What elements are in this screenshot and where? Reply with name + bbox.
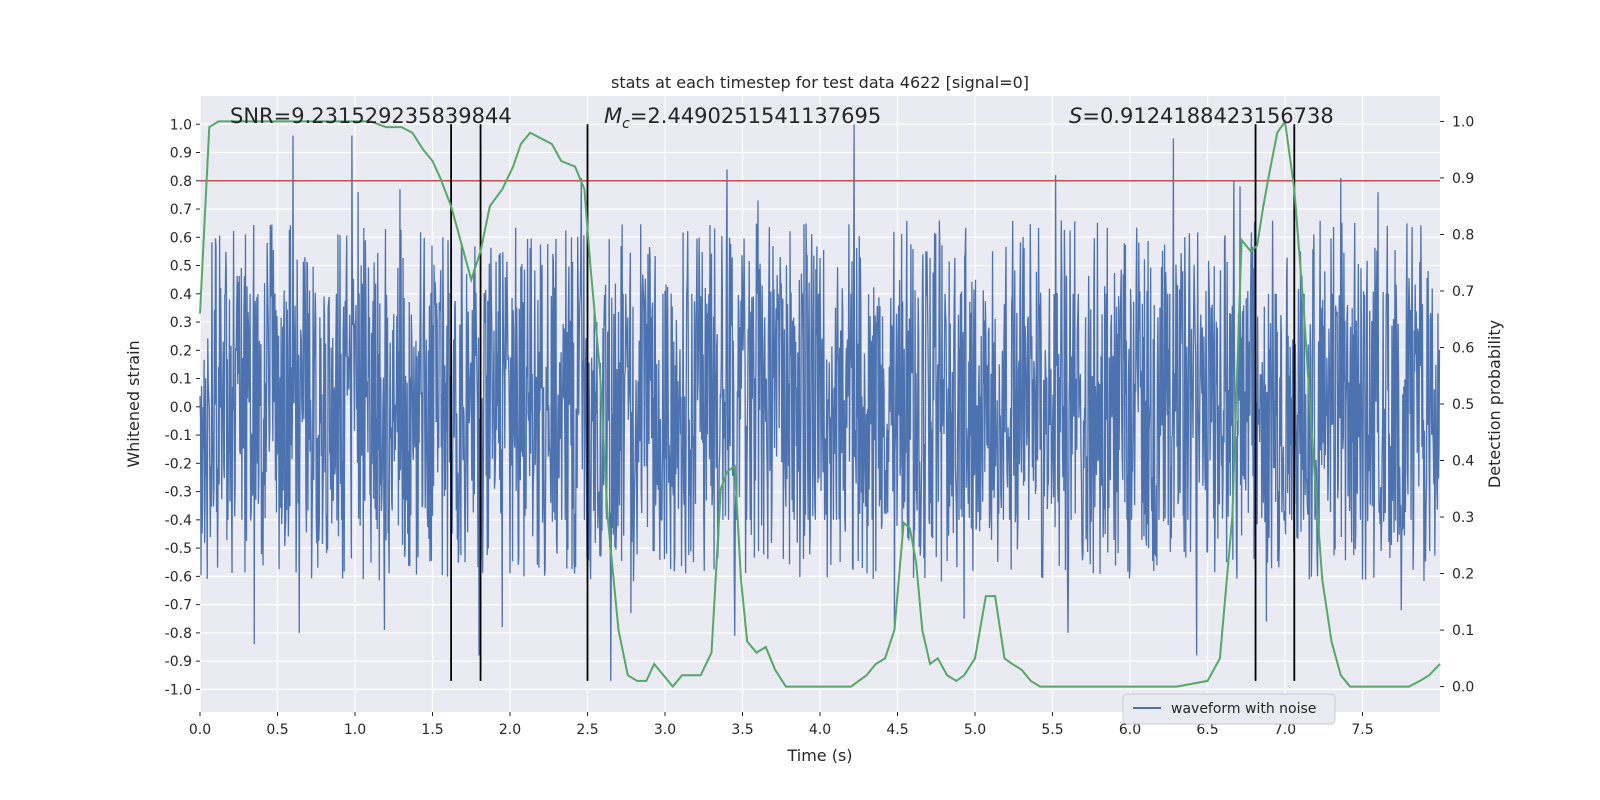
significance-annotation: S=0.9124188423156738 <box>1069 104 1334 128</box>
vertical-markers <box>450 124 1296 681</box>
x-tick-label: 2.0 <box>499 722 521 738</box>
y-tick-label: 0.8 <box>170 174 192 190</box>
y-axis-label: Whitened strain <box>124 340 143 467</box>
y-tick-label: 0.1 <box>170 372 192 388</box>
x-tick-label: 0.0 <box>189 722 211 738</box>
chart-title: stats at each timestep for test data 462… <box>611 73 1029 92</box>
y2-tick-label: 0.1 <box>1452 623 1474 639</box>
y-tick-label: 0.7 <box>170 202 192 218</box>
y-tick-label: 0.9 <box>170 146 192 162</box>
chirp-mass-subscript: c <box>622 116 630 132</box>
probability-series <box>199 118 1441 689</box>
y-tick-label: 0.0 <box>170 400 192 416</box>
x-tick-label: 7.5 <box>1351 722 1373 738</box>
y-tick-label: -0.8 <box>165 626 192 642</box>
y-tick-label: -0.6 <box>165 569 192 585</box>
x-tick-label: 4.5 <box>886 722 908 738</box>
y-tick-label: -0.9 <box>165 654 192 670</box>
y2-tick-label: 0.2 <box>1452 567 1474 583</box>
x-ticks: 0.0 0.5 1.0 1.5 2.0 2.5 3.0 3.5 4.0 4.5 5.0 5.5 6.0 6… <box>189 712 1374 738</box>
y-tick-label: -0.3 <box>165 485 192 501</box>
left-y-ticks: 1.0 0.9 0.8 0.7 0.6 0.5 0.4 0.3 0.2 0.1 0.0 -0.1 -0.… <box>165 117 200 698</box>
snr-annotation: SNR=9.231529235839844 <box>230 104 512 128</box>
x-axis-label: Time (s) <box>786 746 852 765</box>
x-tick-label: 6.5 <box>1196 722 1218 738</box>
y2-tick-label: 0.4 <box>1452 454 1474 470</box>
significance-value: =0.9124188423156738 <box>1082 104 1333 128</box>
y2-axis-label: Detection probability <box>1485 320 1504 488</box>
y-tick-label: -0.7 <box>165 598 192 614</box>
x-tick-label: 0.5 <box>266 722 288 738</box>
y-tick-label: 0.5 <box>170 259 192 275</box>
y-tick-label: -0.2 <box>165 456 192 472</box>
x-tick-label: 5.0 <box>964 722 986 738</box>
y-tick-label: -1.0 <box>165 682 192 698</box>
x-tick-label: 3.5 <box>731 722 753 738</box>
y-tick-label: 1.0 <box>170 117 192 133</box>
legend: waveform with noise <box>1122 693 1336 725</box>
x-tick-label: 1.5 <box>421 722 443 738</box>
y-tick-label: -0.4 <box>165 513 192 529</box>
y2-tick-label: 0.3 <box>1452 510 1474 526</box>
chirp-mass-value: =2.4490251541137695 <box>630 104 881 128</box>
x-tick-label: 3.0 <box>654 722 676 738</box>
y2-tick-label: 0.5 <box>1452 397 1474 413</box>
x-tick-label: 4.0 <box>809 722 831 738</box>
y2-tick-label: 0.0 <box>1452 680 1474 696</box>
significance-symbol: S <box>1069 104 1082 128</box>
y-tick-label: 0.4 <box>170 287 192 303</box>
x-tick-label: 1.0 <box>344 722 366 738</box>
y-tick-label: 0.6 <box>170 230 192 246</box>
y-tick-label: 0.3 <box>170 315 192 331</box>
x-tick-label: 2.5 <box>576 722 598 738</box>
y-tick-label: -0.5 <box>165 541 192 557</box>
y-tick-label: 0.2 <box>170 343 192 359</box>
y2-tick-label: 0.9 <box>1452 171 1474 187</box>
y2-tick-label: 1.0 <box>1452 114 1474 130</box>
chirp-mass-symbol: M <box>604 104 622 128</box>
x-tick-label: 7.0 <box>1274 722 1296 738</box>
legend-box <box>1122 693 1336 725</box>
y2-tick-label: 0.7 <box>1452 284 1474 300</box>
chirp-mass-annotation: Mc=2.4490251541137695 <box>604 104 881 132</box>
y2-tick-label: 0.6 <box>1452 340 1474 356</box>
x-tick-label: 6.0 <box>1119 722 1141 738</box>
y2-tick-label: 0.8 <box>1452 227 1474 243</box>
right-y-ticks: 0.0 0.1 0.2 0.3 0.4 0.5 0.6 0.7 0.8 0.9 1.0 <box>1440 114 1474 696</box>
x-tick-label: 5.5 <box>1041 722 1063 738</box>
probability-line <box>199 118 1441 689</box>
y-tick-label: -0.1 <box>165 428 192 444</box>
legend-entry: waveform with noise <box>1171 701 1316 717</box>
